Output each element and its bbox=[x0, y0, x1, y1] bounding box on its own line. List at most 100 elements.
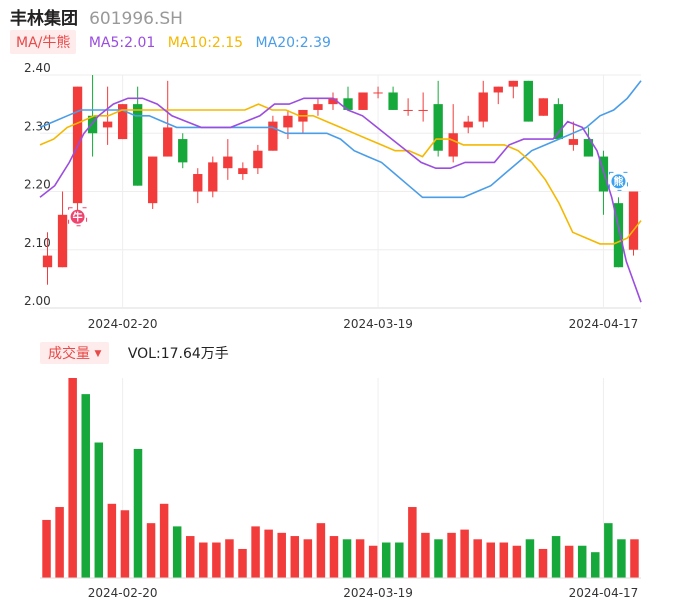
ma-legend: MA/牛熊 MA5:2.01 MA10:2.15 MA20:2.39 bbox=[10, 30, 331, 54]
volume-bar-down bbox=[525, 539, 535, 578]
volume-bar-up bbox=[68, 378, 77, 578]
volume-bar-up bbox=[303, 539, 313, 578]
bear-marker-icon-frame bbox=[608, 171, 628, 191]
volume-bar-up bbox=[238, 548, 247, 578]
volume-bar-up bbox=[473, 539, 482, 578]
candle-up bbox=[508, 80, 518, 87]
ma20-label: MA20:2.39 bbox=[255, 35, 331, 51]
candle-up bbox=[403, 109, 413, 111]
date-tick-label: 2024-03-19 bbox=[343, 317, 413, 331]
date-tick-label: 2024-02-20 bbox=[88, 317, 158, 331]
volume-bar-up bbox=[277, 532, 286, 578]
price-tick-label: 2.40 bbox=[24, 61, 51, 75]
volume-bar-down bbox=[94, 442, 104, 578]
bull-marker-icon: 牛 bbox=[68, 207, 88, 227]
volume-bar-up bbox=[251, 526, 260, 578]
volume-bar-down bbox=[133, 448, 143, 578]
stock-name: 丰林集团 bbox=[10, 9, 78, 29]
ma5-label: MA5:2.01 bbox=[88, 35, 156, 51]
volume-value: VOL:17.64万手 bbox=[127, 346, 229, 362]
candle-up bbox=[328, 98, 338, 105]
candle-up bbox=[208, 162, 218, 192]
volume-bar-up bbox=[264, 529, 273, 578]
volume-bar-down bbox=[617, 539, 626, 578]
ma20-line bbox=[39, 80, 642, 199]
date-tick-label: 2024-03-19 bbox=[343, 586, 413, 600]
ma-toggle-button[interactable]: MA/牛熊 bbox=[10, 30, 77, 54]
candle-down bbox=[133, 104, 143, 186]
candle-down bbox=[343, 98, 353, 110]
date-tick-label: 2024-02-20 bbox=[88, 586, 158, 600]
volume-bar-up bbox=[355, 539, 365, 578]
volume-bar-up bbox=[499, 542, 509, 578]
candle-up bbox=[628, 191, 639, 250]
candle-up bbox=[42, 255, 53, 268]
volume-toggle-button[interactable]: 成交量 ▼ bbox=[40, 342, 110, 364]
price-tick-label: 2.10 bbox=[24, 236, 51, 250]
candle-down bbox=[433, 104, 443, 151]
volume-bar-down bbox=[342, 539, 352, 578]
volume-bar-up bbox=[316, 523, 326, 578]
candle-up bbox=[148, 156, 158, 204]
price-tick-label: 2.00 bbox=[24, 294, 51, 308]
volume-bar-down bbox=[395, 542, 404, 578]
ma10-label: MA10:2.15 bbox=[167, 35, 244, 51]
candle-up bbox=[223, 156, 233, 169]
candle-up bbox=[448, 133, 458, 157]
candle-down bbox=[87, 115, 98, 134]
volume-bar-up bbox=[199, 542, 208, 578]
stock-header: 丰林集团 601996.SH bbox=[10, 4, 183, 29]
candle-up bbox=[117, 104, 128, 140]
bear-marker-icon-dot bbox=[611, 174, 626, 189]
volume-bar-up bbox=[120, 510, 130, 578]
volume-bar-up bbox=[564, 545, 574, 578]
volume-bar-up bbox=[107, 503, 117, 578]
price-tick-label: 2.30 bbox=[24, 119, 51, 133]
volume-bar-up bbox=[368, 545, 378, 578]
volume-bar-down bbox=[591, 552, 600, 578]
candle-down bbox=[613, 203, 624, 268]
price-tick-label: 2.20 bbox=[24, 178, 51, 192]
candle-up bbox=[358, 92, 368, 110]
bear-marker-icon: 熊 bbox=[608, 171, 628, 191]
dropdown-arrow-icon: ▼ bbox=[94, 349, 102, 359]
candle-up bbox=[373, 92, 383, 94]
volume-bar-up bbox=[42, 519, 51, 578]
volume-bar-up bbox=[225, 539, 234, 578]
volume-bar-up bbox=[447, 532, 456, 578]
bear-marker-icon-text: 熊 bbox=[613, 175, 623, 188]
candle-down bbox=[553, 104, 564, 140]
volume-bar-up bbox=[186, 536, 195, 578]
volume-bar-up bbox=[408, 507, 417, 578]
candle-down bbox=[583, 139, 594, 157]
volume-bar-down bbox=[434, 539, 443, 578]
candle-up bbox=[313, 104, 323, 110]
ma5-line bbox=[39, 97, 642, 303]
candle-down bbox=[598, 156, 609, 192]
volume-bar-up bbox=[55, 507, 64, 578]
stock-code: 601996.SH bbox=[89, 9, 183, 29]
candle-up bbox=[268, 121, 278, 151]
volume-bar-up bbox=[290, 536, 300, 578]
candle-up bbox=[493, 86, 503, 93]
volume-bar-up bbox=[146, 523, 156, 578]
volume-toggle-label: 成交量 bbox=[48, 346, 90, 362]
bull-marker-icon-dot bbox=[70, 209, 85, 224]
candle-up bbox=[568, 139, 579, 145]
volume-legend: 成交量 ▼ VOL:17.64万手 bbox=[40, 342, 229, 364]
candle-up bbox=[163, 127, 173, 157]
volume-bar-down bbox=[551, 536, 561, 578]
volume-bar-up bbox=[538, 548, 548, 578]
volume-bar-up bbox=[159, 503, 169, 578]
candle-up bbox=[418, 109, 428, 111]
candle-down bbox=[523, 80, 533, 122]
candle-up bbox=[283, 115, 293, 128]
candle-up bbox=[238, 168, 248, 175]
volume-bar-down bbox=[381, 542, 391, 578]
date-tick-label: 2024-04-17 bbox=[569, 317, 639, 331]
volume-bar-up bbox=[630, 539, 639, 578]
volume-bar-down bbox=[577, 545, 587, 578]
volume-bar-up bbox=[329, 536, 339, 578]
candle-up bbox=[478, 92, 488, 122]
